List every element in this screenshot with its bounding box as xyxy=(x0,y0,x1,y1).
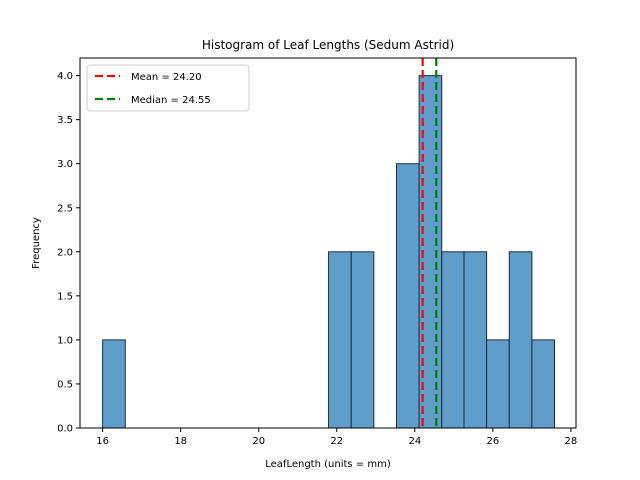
plot-area-frame xyxy=(79,57,577,429)
legend: Mean = 24.20 Median = 24.55 xyxy=(86,64,250,112)
histogram-bar-2 xyxy=(350,251,375,429)
legend-label-mean: Mean = 24.20 xyxy=(131,72,202,83)
histogram-bar-0 xyxy=(102,339,126,429)
y-axis: 0.0 0.5 1.0 1.5 2.0 2.5 3.0 3.5 4.0 xyxy=(57,71,80,435)
x-tick-label: 24 xyxy=(408,436,421,447)
histogram-bar-6 xyxy=(463,251,488,429)
y-axis-label: Frequency xyxy=(31,217,42,269)
y-tick-label: 3.0 xyxy=(57,159,73,170)
x-axis-label: LeafLength (units = mm) xyxy=(265,459,391,470)
chart-title: Histogram of Leaf Lengths (Sedum Astrid) xyxy=(202,38,454,52)
x-tick-label: 26 xyxy=(487,436,500,447)
x-tick-label: 28 xyxy=(565,436,578,447)
histogram-bar-7 xyxy=(486,339,510,429)
x-axis: 16 18 20 22 24 26 28 xyxy=(96,428,577,447)
histogram-bar-9 xyxy=(531,339,556,429)
x-tick-label: 22 xyxy=(330,436,343,447)
histogram-bar-1 xyxy=(328,251,352,429)
x-tick-label: 20 xyxy=(252,436,265,447)
y-tick-label: 3.5 xyxy=(57,115,73,126)
x-tick-label: 18 xyxy=(174,436,187,447)
legend-label-median: Median = 24.55 xyxy=(131,95,211,106)
x-tick-label: 16 xyxy=(96,436,109,447)
legend-box xyxy=(86,64,250,112)
histogram-bar-3 xyxy=(395,163,420,429)
histogram-bar-8 xyxy=(508,251,533,429)
y-tick-label: 1.0 xyxy=(57,335,73,346)
y-tick-label: 0.0 xyxy=(57,424,73,435)
histogram-bar-5 xyxy=(441,251,465,429)
y-tick-label: 2.5 xyxy=(57,203,73,214)
y-tick-label: 0.5 xyxy=(57,379,73,390)
reference-lines-layer xyxy=(421,58,438,428)
y-tick-label: 1.5 xyxy=(57,291,73,302)
y-tick-label: 4.0 xyxy=(57,71,73,82)
y-tick-label: 2.0 xyxy=(57,247,73,258)
